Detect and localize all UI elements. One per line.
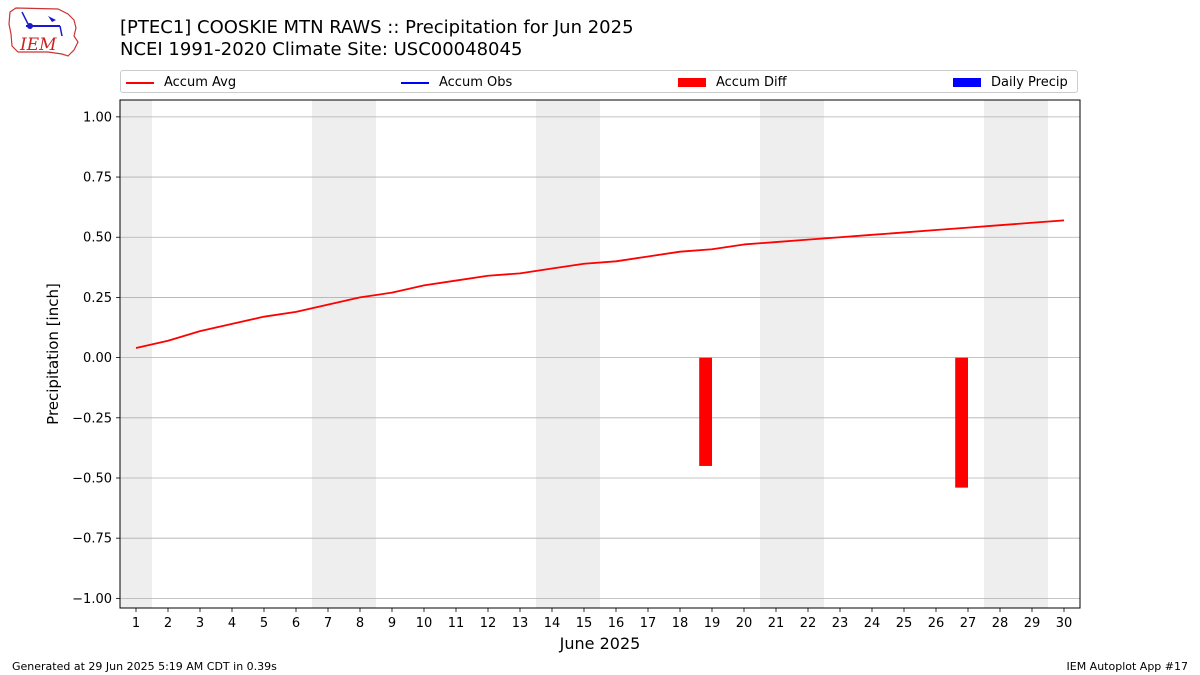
x-tick-label-18: 19 [704, 616, 721, 631]
y-tick-label-5: −0.25 [72, 411, 112, 426]
logo-text: IEM [19, 35, 57, 55]
x-tick-label-27: 28 [992, 616, 1009, 631]
legend-swatch-accum-avg [126, 81, 154, 84]
legend-label-daily-precip: Daily Precip [991, 75, 1068, 90]
x-tick-label-24: 25 [896, 616, 913, 631]
x-tick-label-13: 14 [544, 616, 561, 631]
footer-app: IEM Autoplot App #17 [1066, 660, 1189, 673]
legend-swatch-accum-diff [678, 78, 706, 87]
x-tick-label-28: 29 [1024, 616, 1041, 631]
footer-generated: Generated at 29 Jun 2025 5:19 AM CDT in … [12, 660, 277, 673]
legend-item-daily-precip: Daily Precip [953, 71, 1068, 94]
x-tick-label-0: 1 [132, 616, 140, 631]
legend-label-accum-diff: Accum Diff [716, 75, 787, 90]
x-tick-label-9: 10 [416, 616, 433, 631]
legend-swatch-daily-precip [953, 78, 981, 87]
x-tick-label-22: 23 [832, 616, 849, 631]
legend-item-accum-avg: Accum Avg [126, 71, 236, 94]
legend-item-accum-obs: Accum Obs [401, 71, 512, 94]
weekend-shade-2 [536, 100, 600, 608]
x-tick-label-29: 30 [1056, 616, 1073, 631]
x-tick-label-16: 17 [640, 616, 657, 631]
weekend-shade-1 [312, 100, 376, 608]
weekend-shade-0 [120, 100, 152, 608]
x-tick-label-19: 20 [736, 616, 753, 631]
accum-avg-line [135, 219, 1065, 349]
chart-title: [PTEC1] COOSKIE MTN RAWS :: Precipitatio… [120, 17, 634, 38]
x-tick-label-21: 22 [800, 616, 817, 631]
x-tick-label-17: 18 [672, 616, 689, 631]
y-tick-label-7: −0.75 [72, 532, 112, 547]
y-tick-label-8: −1.00 [72, 592, 112, 607]
legend: Accum Avg Accum Obs Accum Diff Daily Pre… [120, 70, 1078, 93]
x-tick-label-8: 9 [388, 616, 396, 631]
y-tick-label-1: 0.75 [83, 171, 112, 186]
accum-diff-bar-1 [955, 357, 968, 488]
x-tick-label-2: 3 [196, 616, 204, 631]
y-tick-label-0: 1.00 [83, 110, 112, 125]
x-tick-label-10: 11 [448, 616, 465, 631]
x-tick-label-5: 6 [292, 616, 300, 631]
chart-subtitle: NCEI 1991-2020 Climate Site: USC00048045 [120, 39, 523, 60]
x-tick-label-4: 5 [260, 616, 268, 631]
x-tick-label-7: 8 [356, 616, 364, 631]
accum-diff-bar-0 [699, 357, 712, 466]
x-axis-label: June 2025 [559, 634, 641, 653]
y-tick-label-4: 0.00 [83, 351, 112, 366]
plot-frame [119, 99, 1081, 609]
legend-label-accum-obs: Accum Obs [439, 75, 513, 90]
y-tick-label-6: −0.50 [72, 471, 112, 486]
x-tick-label-11: 12 [480, 616, 497, 631]
x-tick-label-6: 7 [324, 616, 332, 631]
x-tick-label-26: 27 [960, 616, 977, 631]
x-tick-label-1: 2 [164, 616, 172, 631]
y-tick-label-2: 0.50 [83, 231, 112, 246]
x-tick-label-25: 26 [928, 616, 945, 631]
x-tick-label-15: 16 [608, 616, 625, 631]
x-tick-label-23: 24 [864, 616, 881, 631]
x-tick-label-3: 4 [228, 616, 236, 631]
weekend-shade-4 [984, 100, 1048, 608]
iem-logo: IEM [8, 7, 79, 57]
x-tick-label-12: 13 [512, 616, 529, 631]
legend-swatch-accum-obs [401, 81, 429, 84]
x-tick-label-14: 15 [576, 616, 593, 631]
x-tick-label-20: 21 [768, 616, 785, 631]
y-tick-label-3: 0.25 [83, 291, 112, 306]
legend-label-accum-avg: Accum Avg [164, 75, 237, 90]
legend-item-accum-diff: Accum Diff [678, 71, 787, 94]
y-axis-label: Precipitation [inch] [44, 283, 62, 425]
weekend-shade-3 [760, 100, 824, 608]
